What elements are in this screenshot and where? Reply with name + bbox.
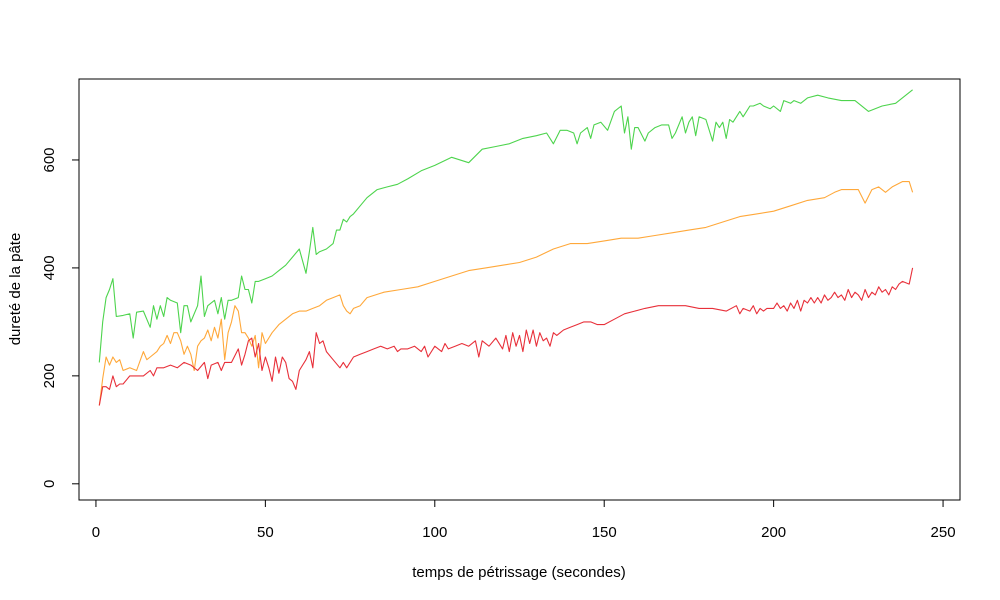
x-axis-title: temps de pétrissage (secondes) [412, 564, 625, 581]
y-tick-label: 600 [41, 147, 58, 172]
x-tick-label: 150 [592, 524, 617, 541]
plot-frame [78, 78, 961, 501]
y-tick-label: 0 [41, 480, 58, 488]
series-layer [98, 89, 914, 406]
series-line-3 [98, 267, 914, 406]
x-tick-label: 0 [92, 524, 100, 541]
y-tick-label: 400 [41, 255, 58, 280]
y-axis: 0 200 400 600 [41, 147, 80, 488]
x-tick-label: 50 [257, 524, 274, 541]
x-axis: 0 50 100 150 200 250 [92, 499, 956, 541]
series-line-1 [98, 89, 913, 363]
x-tick-label: 250 [931, 524, 956, 541]
series-line-2 [98, 181, 914, 406]
y-tick-label: 200 [41, 363, 58, 388]
x-tick-label: 200 [761, 524, 786, 541]
x-tick-label: 100 [422, 524, 447, 541]
y-axis-title: dureté de la pâte [7, 233, 24, 346]
